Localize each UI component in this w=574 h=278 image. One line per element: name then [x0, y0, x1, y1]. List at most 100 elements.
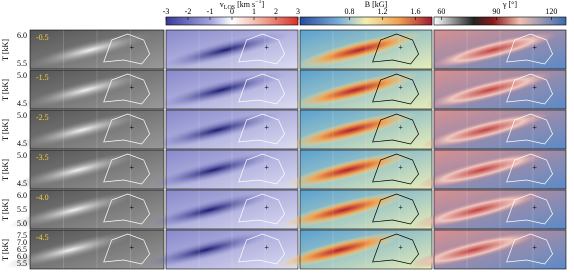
marker: + [532, 83, 537, 92]
label-part: −1 [255, 0, 261, 5]
streak [275, 231, 404, 269]
panel-frame [29, 69, 165, 110]
colorbar-label: B [kG] [365, 0, 388, 9]
colorbar-tick-label: -2 [185, 7, 192, 16]
marker: + [532, 163, 537, 172]
colorbar-label: γ [°] [502, 0, 517, 9]
colorbar-tick-label: -1 [207, 7, 214, 16]
streak [25, 31, 156, 69]
streak [161, 31, 290, 69]
panel-frame [299, 189, 433, 230]
y-tick-label: 5.0 [17, 71, 27, 80]
panel-frame [299, 149, 433, 190]
contour [103, 113, 151, 145]
panel-frame [299, 229, 433, 270]
streak [287, 111, 416, 149]
colorbar-label: vLOS [km s−1] [220, 0, 265, 11]
label-part: B [kG] [365, 0, 388, 9]
streak [13, 151, 144, 189]
marker: + [398, 43, 403, 52]
colorbar-tick-label: 120 [545, 7, 557, 16]
marker: + [532, 203, 537, 212]
marker: + [129, 203, 134, 212]
marker: + [398, 243, 403, 252]
y-tick-label: 5.0 [17, 111, 27, 120]
streak [141, 231, 270, 269]
y-tick-label: 4.5 [17, 139, 27, 148]
marker: + [398, 83, 403, 92]
streak [157, 71, 286, 109]
label-part: LOS [224, 5, 235, 11]
panel-frame [29, 109, 165, 150]
streak [413, 191, 542, 229]
streak [291, 71, 420, 109]
marker: + [532, 123, 537, 132]
streak [149, 151, 278, 189]
y-axis-label: T [kK] [1, 239, 10, 261]
panel-frame [165, 189, 299, 230]
panel-frame [299, 69, 433, 110]
y-tick-label: 6.0 [17, 252, 27, 261]
panel-frame [165, 109, 299, 150]
panel-frame [29, 149, 165, 190]
y-axis-label: T [kK] [1, 39, 10, 61]
row-label: -4.5 [36, 233, 49, 242]
colorbar-tick-label: 1.6 [411, 7, 421, 16]
row-label: -2.5 [36, 113, 49, 122]
streak [417, 151, 546, 189]
contour [238, 233, 286, 265]
panel-frame [29, 189, 165, 230]
y-axis-label: T [kK] [1, 159, 10, 181]
contour [372, 73, 420, 105]
y-tick-label: 7.0 [17, 238, 27, 247]
y-axis-label: T [kK] [1, 199, 10, 221]
colorbar [433, 16, 567, 26]
label-part: ] [262, 0, 265, 9]
y-tick-label: 6.5 [17, 245, 27, 254]
streak [425, 71, 554, 109]
label-part: [km s [235, 0, 255, 9]
contour [372, 233, 420, 265]
contour [506, 113, 554, 145]
colorbar-tick-label: 2 [274, 7, 278, 16]
contour [372, 153, 420, 185]
contour [238, 73, 286, 105]
panel-frame [433, 189, 567, 230]
colorbar-tick-label: 1.2 [378, 7, 388, 16]
panel-frame [165, 29, 299, 70]
colorbar-tick-label: 90 [492, 7, 500, 16]
label-part: v [220, 0, 224, 9]
contour [103, 33, 151, 65]
streak [153, 111, 282, 149]
contour [372, 193, 420, 225]
streak [17, 111, 148, 149]
panel-frame [299, 109, 433, 150]
marker: + [532, 43, 537, 52]
y-tick-label: 6.0 [17, 191, 27, 200]
marker: + [264, 43, 269, 52]
panel-frame [433, 29, 567, 70]
panel-frame [165, 229, 299, 270]
marker: + [264, 123, 269, 132]
y-tick-label: 7.5 [17, 231, 27, 240]
contour [238, 193, 286, 225]
contour [506, 73, 554, 105]
streak [421, 111, 550, 149]
streak [279, 191, 408, 229]
contour [103, 233, 151, 265]
contour [103, 193, 151, 225]
panel-frame [433, 149, 567, 190]
y-tick-label: 5.5 [17, 59, 27, 68]
contour [372, 33, 420, 65]
colorbar [299, 16, 433, 26]
marker: + [398, 203, 403, 212]
y-tick-label: 5.5 [17, 205, 27, 214]
contour [103, 153, 151, 185]
contour [506, 233, 554, 265]
colorbar-tick-label: 0 [230, 7, 234, 16]
label-part: γ [°] [502, 0, 517, 9]
panel-frame [433, 69, 567, 110]
y-axis-label: T [kK] [1, 119, 10, 141]
panel-frame [433, 229, 567, 270]
